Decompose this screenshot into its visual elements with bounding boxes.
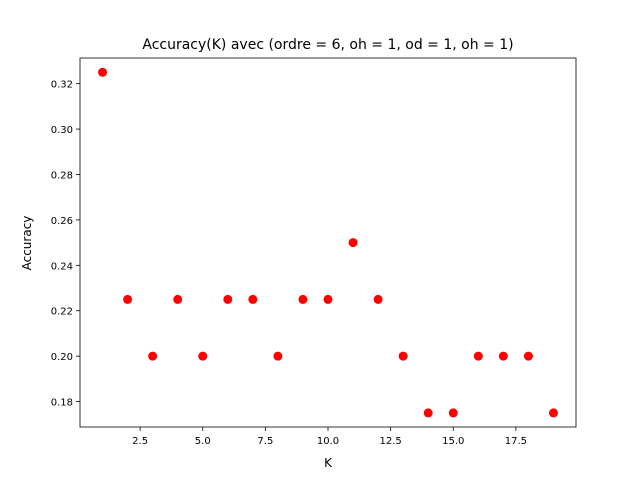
y-tick-label: 0.20 [51,352,73,363]
x-tick-label: 5.0 [195,436,211,447]
plot-frame [79,57,577,428]
data-point [423,408,433,418]
data-point [298,294,308,304]
plot-area: 2.5 5.0 7.5 10.0 12.5 15.0 17.5 0.18 0.20 0.22 0.2… [51,57,577,447]
data-point [373,294,383,304]
x-tick-label: 12.5 [379,436,401,447]
y-tick-label: 0.28 [51,170,73,181]
y-tick-label: 0.24 [51,261,73,272]
y-tick-label: 0.22 [51,307,73,318]
data-point [98,67,108,77]
data-point [173,294,183,304]
data-point [223,294,233,304]
y-tick-label: 0.30 [51,125,73,136]
data-point [448,408,458,418]
chart-title: Accuracy(K) avec (ordre = 6, oh = 1, od … [142,37,513,53]
data-point [498,351,508,361]
data-point [548,408,558,418]
x-tick-label: 10.0 [317,436,339,447]
data-point [248,294,258,304]
data-point [523,351,533,361]
x-tick-label: 15.0 [442,436,464,447]
y-tick-label: 0.32 [51,80,73,91]
data-point [348,238,358,248]
y-axis-label: Accuracy [20,216,34,271]
x-tick-label: 7.5 [257,436,273,447]
data-point [323,294,333,304]
data-point [398,351,408,361]
y-tick-label: 0.26 [51,216,73,227]
x-axis-label: K [324,456,333,470]
y-tick-label: 0.18 [51,398,73,409]
data-point [473,351,483,361]
data-point [273,351,283,361]
data-point [198,351,208,361]
data-point [123,294,133,304]
x-tick-label: 17.5 [505,436,527,447]
x-tick-label: 2.5 [132,436,148,447]
data-point [148,351,158,361]
